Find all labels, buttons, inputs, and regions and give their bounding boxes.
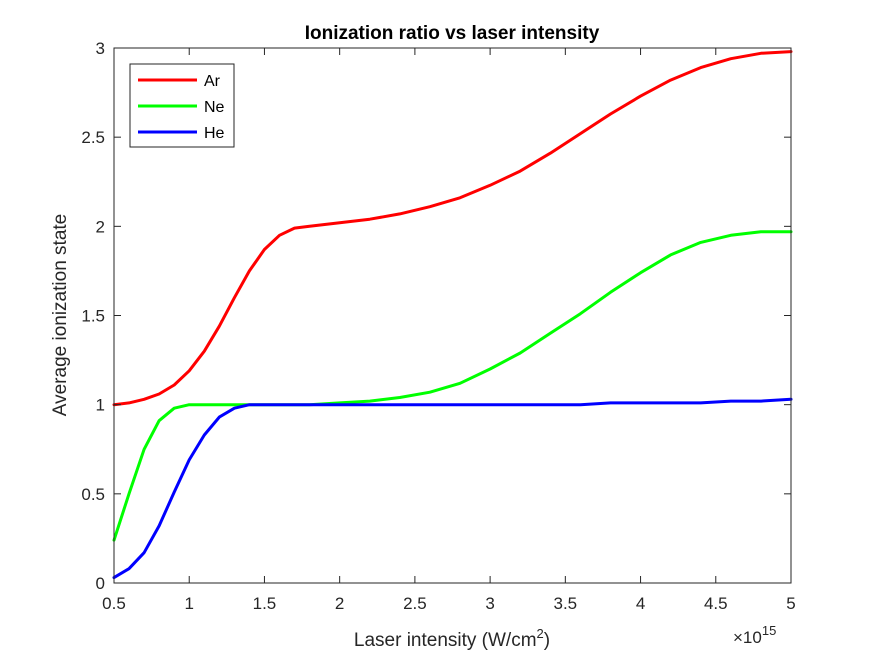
y-tick-label: 0 (96, 574, 105, 593)
chart-title: Ionization ratio vs laser intensity (305, 23, 600, 44)
x-tick-label: 3 (485, 594, 494, 613)
series-layer (112, 50, 793, 580)
x-tick-label: 4.5 (704, 594, 728, 613)
x-tick-label: 4 (636, 594, 645, 613)
y-tick-label: 2 (96, 217, 105, 236)
x-tick-label: 0.5 (102, 594, 126, 613)
x-axis-exponent: ×1015 (733, 623, 776, 647)
series-line-ar (112, 50, 793, 407)
y-axis: 0 0.5 1 1.5 2 2.5 3 (81, 39, 791, 593)
y-axis-title: Average ionization state (50, 214, 71, 416)
x-axis: 0.5 1 1.5 2 2.5 3 3.5 4 4.5 5 (102, 48, 796, 613)
series-line-he (112, 397, 793, 580)
legend-label-he: He (204, 125, 225, 142)
legend-label-ne: Ne (204, 99, 225, 116)
x-tick-label: 3.5 (554, 594, 578, 613)
x-axis-exponent-power: 15 (762, 623, 776, 638)
y-tick-label: 0.5 (81, 485, 105, 504)
x-axis-title-main: Laser intensity (W/cm (354, 630, 537, 651)
y-tick-label: 1.5 (81, 307, 105, 326)
x-tick-label: 1 (184, 594, 193, 613)
x-tick-label: 2 (335, 594, 344, 613)
x-tick-label: 1.5 (253, 594, 277, 613)
y-tick-label: 2.5 (81, 128, 105, 147)
legend: Ar Ne He (129, 63, 235, 148)
x-axis-title-superscript: 2 (537, 626, 544, 641)
x-tick-label: 5 (786, 594, 795, 613)
y-tick-label: 1 (96, 396, 105, 415)
x-axis-title: Laser intensity (W/cm2) (354, 626, 550, 651)
series-line-ne (112, 230, 793, 542)
y-tick-label: 3 (96, 39, 105, 58)
legend-label-ar: Ar (204, 73, 221, 90)
x-axis-title-suffix: ) (544, 630, 550, 651)
x-axis-exponent-base: ×10 (733, 628, 762, 647)
x-tick-label: 2.5 (403, 594, 427, 613)
